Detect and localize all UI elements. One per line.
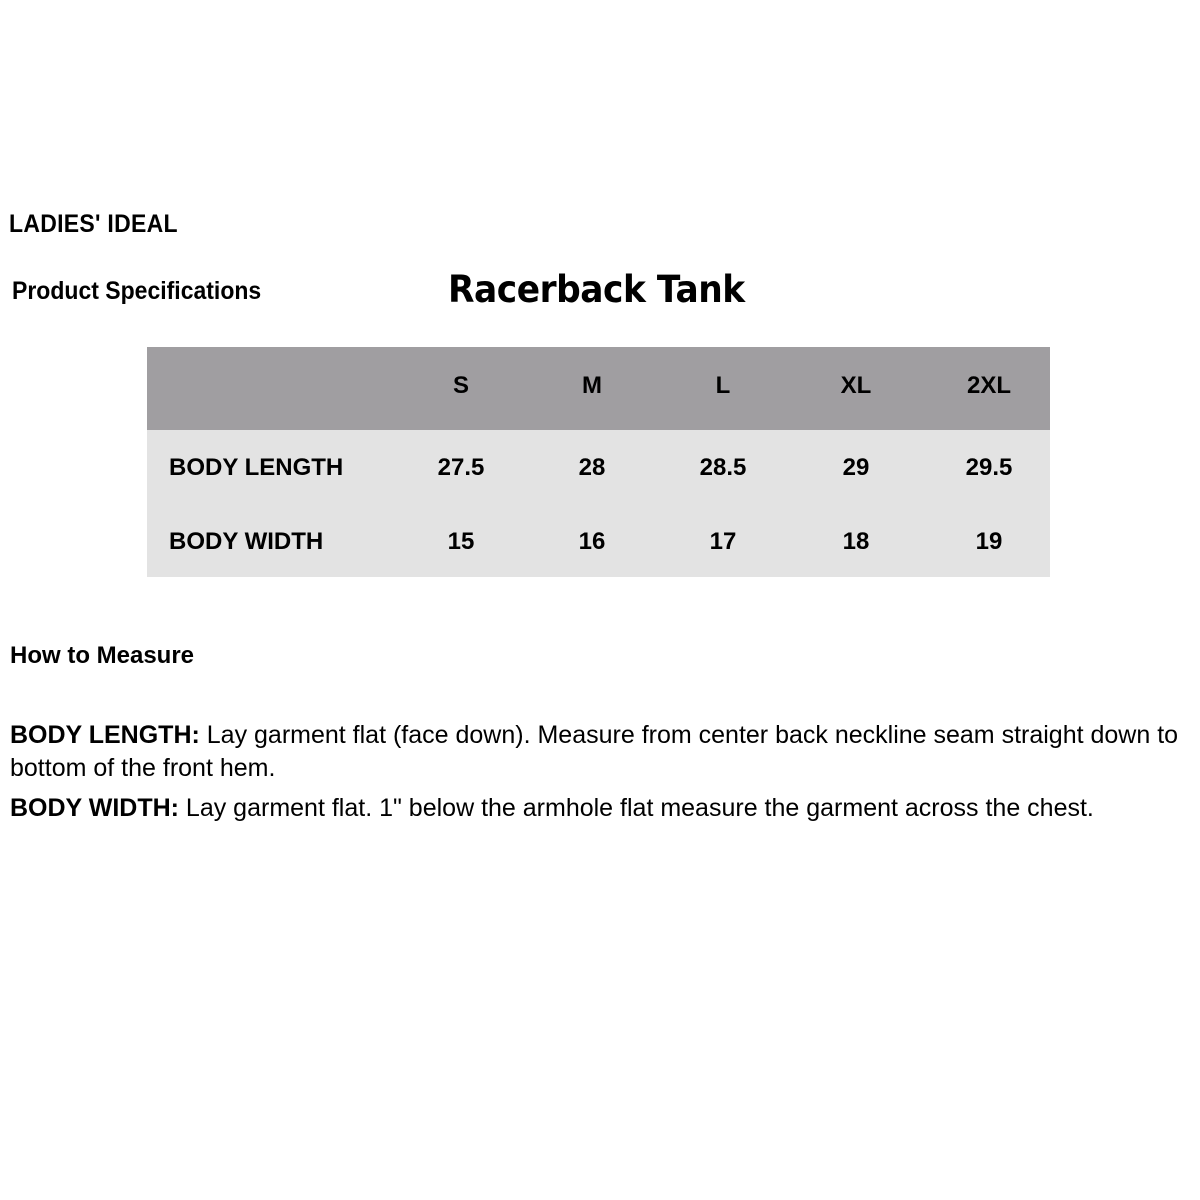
- table-cell: 28: [578, 454, 606, 481]
- size-header-2xl: 2XL: [966, 372, 1011, 399]
- size-header-m: M: [582, 372, 602, 399]
- term: BODY LENGTH:: [10, 721, 200, 749]
- instruction-text: Lay garment flat (face down). Measure fr…: [10, 721, 1179, 782]
- size-header-xl: XL: [840, 372, 872, 399]
- table-cell: 18: [842, 528, 870, 555]
- table-cell: 15: [447, 528, 475, 555]
- table-cell: 27.5: [437, 454, 485, 481]
- product-title: Racerback Tank: [448, 268, 745, 311]
- brand-name: LADIES' IDEAL: [9, 210, 178, 238]
- size-header-s: S: [452, 372, 469, 399]
- size-header-l: L: [715, 372, 731, 399]
- term: BODY WIDTH:: [10, 794, 179, 822]
- how-to-measure-heading: How to Measure: [10, 642, 195, 669]
- table-cell: 16: [578, 528, 606, 555]
- body-width-instruction: BODY WIDTH: Lay garment flat. 1" below t…: [10, 792, 1195, 825]
- table-header: S M L XL 2XL: [147, 347, 1050, 430]
- body-length-instruction: BODY LENGTH: Lay garment flat (face down…: [10, 719, 1195, 785]
- table-cell: 17: [709, 528, 737, 555]
- instruction-text: Lay garment flat. 1" below the armhole f…: [178, 794, 1094, 822]
- table-cell: 29: [842, 454, 870, 481]
- table-cell: 28.5: [699, 454, 747, 481]
- row-label: BODY WIDTH: [169, 528, 324, 555]
- table-cell: 19: [975, 528, 1003, 555]
- section-title: Product Specifications: [12, 277, 262, 305]
- table-cell: 29.5: [965, 454, 1013, 481]
- row-label: BODY LENGTH: [169, 454, 344, 481]
- size-chart-table: S M L XL 2XL BODY LENGTH 27.5 28 28.5 29…: [147, 347, 1050, 577]
